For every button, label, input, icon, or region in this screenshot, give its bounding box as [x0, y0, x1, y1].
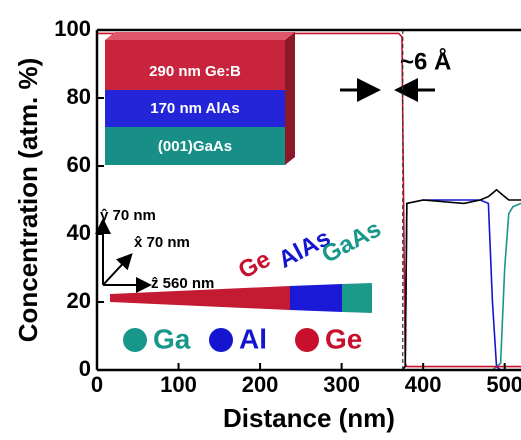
x-tick-label: 500 — [486, 372, 521, 397]
y-tick-label: 60 — [67, 152, 91, 177]
legend-marker — [295, 328, 319, 352]
y-axis-title: Concentration (atm. %) — [13, 58, 43, 343]
slab-label: GaAs — [317, 215, 385, 268]
slab-label: Ge — [234, 246, 275, 285]
axis-note: x̂ 70 nm — [134, 234, 190, 251]
y-tick-label: 80 — [67, 84, 91, 109]
atom-slab: ŷ 70 nm x̂ 70 nm ẑ 560 nm Ge AlAs GaAs — [100, 207, 385, 313]
x-tick-label: 300 — [323, 372, 360, 397]
y-tick-label: 0 — [79, 356, 91, 381]
layer-label: (001)GaAs — [158, 138, 232, 155]
x-tick-label: 100 — [160, 372, 197, 397]
legend-label: Ge — [325, 323, 362, 354]
chart: 290 nm Ge:B 170 nm AlAs (001)GaAs ŷ 70 n… — [0, 0, 521, 440]
y-tick-label: 20 — [67, 288, 91, 313]
y-tick-label: 40 — [67, 220, 91, 245]
layer-label: 290 nm Ge:B — [149, 63, 241, 80]
axis-note: ŷ 70 nm — [100, 207, 156, 224]
legend-marker — [123, 328, 147, 352]
x-axis-title: Distance (nm) — [223, 403, 395, 433]
axis-note: ẑ 560 nm — [151, 275, 214, 292]
x-tick-label: 0 — [91, 372, 103, 397]
legend-label: Al — [239, 323, 267, 354]
legend-label: Ga — [153, 323, 191, 354]
x-tick-label: 200 — [242, 372, 279, 397]
x-tick-label: 400 — [405, 372, 442, 397]
y-tick-label: 100 — [54, 16, 91, 41]
layer-stack: 290 nm Ge:B 170 nm AlAs (001)GaAs — [105, 32, 295, 165]
legend-marker — [209, 328, 233, 352]
layer-label: 170 nm AlAs — [150, 100, 239, 117]
annotation: ~6 Å — [400, 47, 451, 75]
